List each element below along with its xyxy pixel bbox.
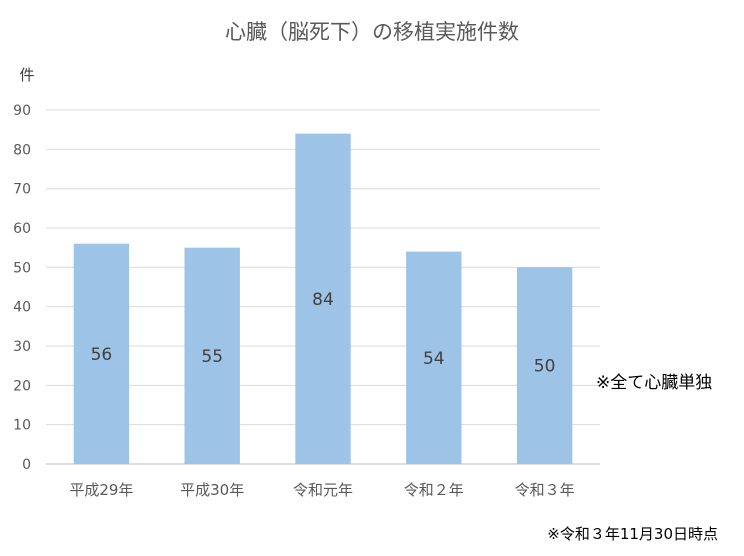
y-tick-label: 10 <box>13 418 31 434</box>
bar-value-label: 56 <box>91 345 113 365</box>
bar <box>184 247 240 464</box>
bar-value-label: 84 <box>312 290 334 310</box>
y-tick-label: 90 <box>13 103 31 119</box>
y-tick-label: 40 <box>13 300 31 316</box>
bar-value-label: 54 <box>423 349 445 369</box>
x-tick-label: 令和２年 <box>404 481 464 499</box>
bar <box>73 243 130 464</box>
y-tick-label: 70 <box>13 182 31 198</box>
x-axis-labels: 平成29年 平成30年 令和元年 令和２年 令和３年 <box>69 481 574 499</box>
bar <box>406 251 462 464</box>
bar <box>516 267 573 464</box>
y-tick-label: 60 <box>13 221 31 237</box>
y-tick-label: 30 <box>13 339 31 355</box>
bars: 56 55 84 54 50 <box>73 133 573 464</box>
y-tick-label: 20 <box>13 378 31 394</box>
x-tick-label: 令和元年 <box>293 481 353 499</box>
y-axis-label: 件 <box>19 66 34 84</box>
y-axis-ticks: 0 10 20 30 40 50 60 70 80 90 <box>13 103 31 473</box>
x-tick-label: 平成30年 <box>180 481 244 499</box>
x-tick-label: 令和３年 <box>515 481 575 499</box>
chart-title: 心臓（脳死下）の移植実施件数 <box>225 20 519 44</box>
bar-value-label: 50 <box>534 357 556 377</box>
annotation-heart-only: ※全て心臓単独 <box>596 373 712 393</box>
y-tick-label: 0 <box>22 457 31 473</box>
y-tick-label: 50 <box>13 260 31 276</box>
bar-value-label: 55 <box>201 347 223 367</box>
bar <box>295 133 351 464</box>
x-tick-label: 平成29年 <box>69 481 133 499</box>
y-tick-label: 80 <box>13 142 31 158</box>
annotation-as-of-date: ※令和３年11月30日時点 <box>547 525 718 543</box>
